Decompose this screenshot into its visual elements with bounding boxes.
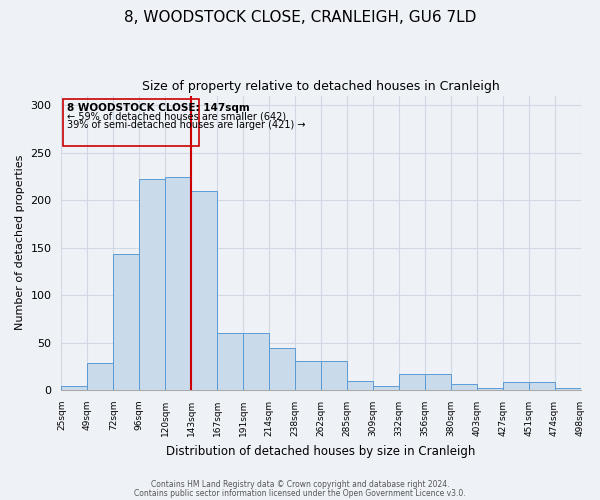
Text: ← 59% of detached houses are smaller (642): ← 59% of detached houses are smaller (64… [67, 112, 286, 122]
Bar [554, 388, 581, 390]
Bar [165, 178, 191, 390]
Y-axis label: Number of detached properties: Number of detached properties [15, 155, 25, 330]
Bar [269, 348, 295, 390]
Bar [399, 374, 425, 390]
Bar [139, 179, 165, 390]
Bar [425, 374, 451, 390]
Bar [321, 360, 347, 390]
Title: Size of property relative to detached houses in Cranleigh: Size of property relative to detached ho… [142, 80, 500, 93]
Text: 39% of semi-detached houses are larger (421) →: 39% of semi-detached houses are larger (… [67, 120, 305, 130]
Text: 8, WOODSTOCK CLOSE, CRANLEIGH, GU6 7LD: 8, WOODSTOCK CLOSE, CRANLEIGH, GU6 7LD [124, 10, 476, 25]
Bar [295, 360, 321, 390]
Text: Contains HM Land Registry data © Crown copyright and database right 2024.: Contains HM Land Registry data © Crown c… [151, 480, 449, 489]
Bar [347, 380, 373, 390]
Text: Contains public sector information licensed under the Open Government Licence v3: Contains public sector information licen… [134, 488, 466, 498]
X-axis label: Distribution of detached houses by size in Cranleigh: Distribution of detached houses by size … [166, 444, 476, 458]
Text: 8 WOODSTOCK CLOSE: 147sqm: 8 WOODSTOCK CLOSE: 147sqm [67, 103, 250, 113]
Bar [529, 382, 554, 390]
Bar [113, 254, 139, 390]
Bar [243, 333, 269, 390]
Bar [88, 364, 113, 390]
Bar [451, 384, 476, 390]
Bar [191, 190, 217, 390]
Bar [217, 333, 243, 390]
Bar [61, 386, 88, 390]
Bar [476, 388, 503, 390]
Bar [63, 100, 199, 146]
Bar [373, 386, 399, 390]
Bar [503, 382, 529, 390]
